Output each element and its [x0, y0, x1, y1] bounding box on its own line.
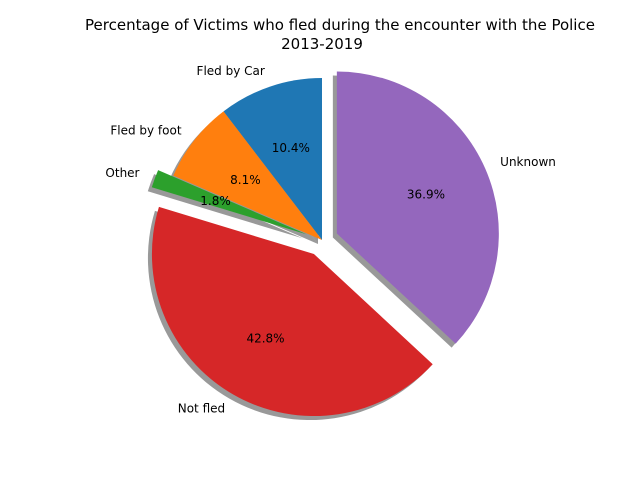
percent-label-fled-by-car: 10.4% — [272, 141, 310, 155]
category-label-not-fled: Not fled — [178, 402, 225, 416]
category-label-other: Other — [105, 166, 139, 180]
category-label-fled-by-car: Fled by Car — [197, 64, 265, 78]
category-label-fled-by-foot: Fled by foot — [110, 123, 181, 137]
slice-other — [151, 170, 307, 235]
pie-wedges — [151, 71, 499, 417]
chart-title: Percentage of Victims who fled during th… — [85, 16, 595, 34]
slice-not-fled — [151, 206, 433, 417]
slice-unknown — [336, 71, 499, 344]
percent-label-other: 1.8% — [200, 194, 231, 208]
slice-fled-by-foot — [173, 111, 322, 240]
slice-fled-by-car — [223, 78, 322, 240]
percent-label-unknown: 36.9% — [407, 188, 445, 202]
category-label-unknown: Unknown — [500, 155, 556, 169]
pie-labels: Fled by Car 10.4% Fled by foot 8.1% Other 1.8… — [105, 64, 555, 415]
chart-subtitle: 2013-2019 — [281, 35, 363, 53]
percent-label-fled-by-foot: 8.1% — [230, 173, 261, 187]
percent-label-not-fled: 42.8% — [246, 331, 284, 345]
